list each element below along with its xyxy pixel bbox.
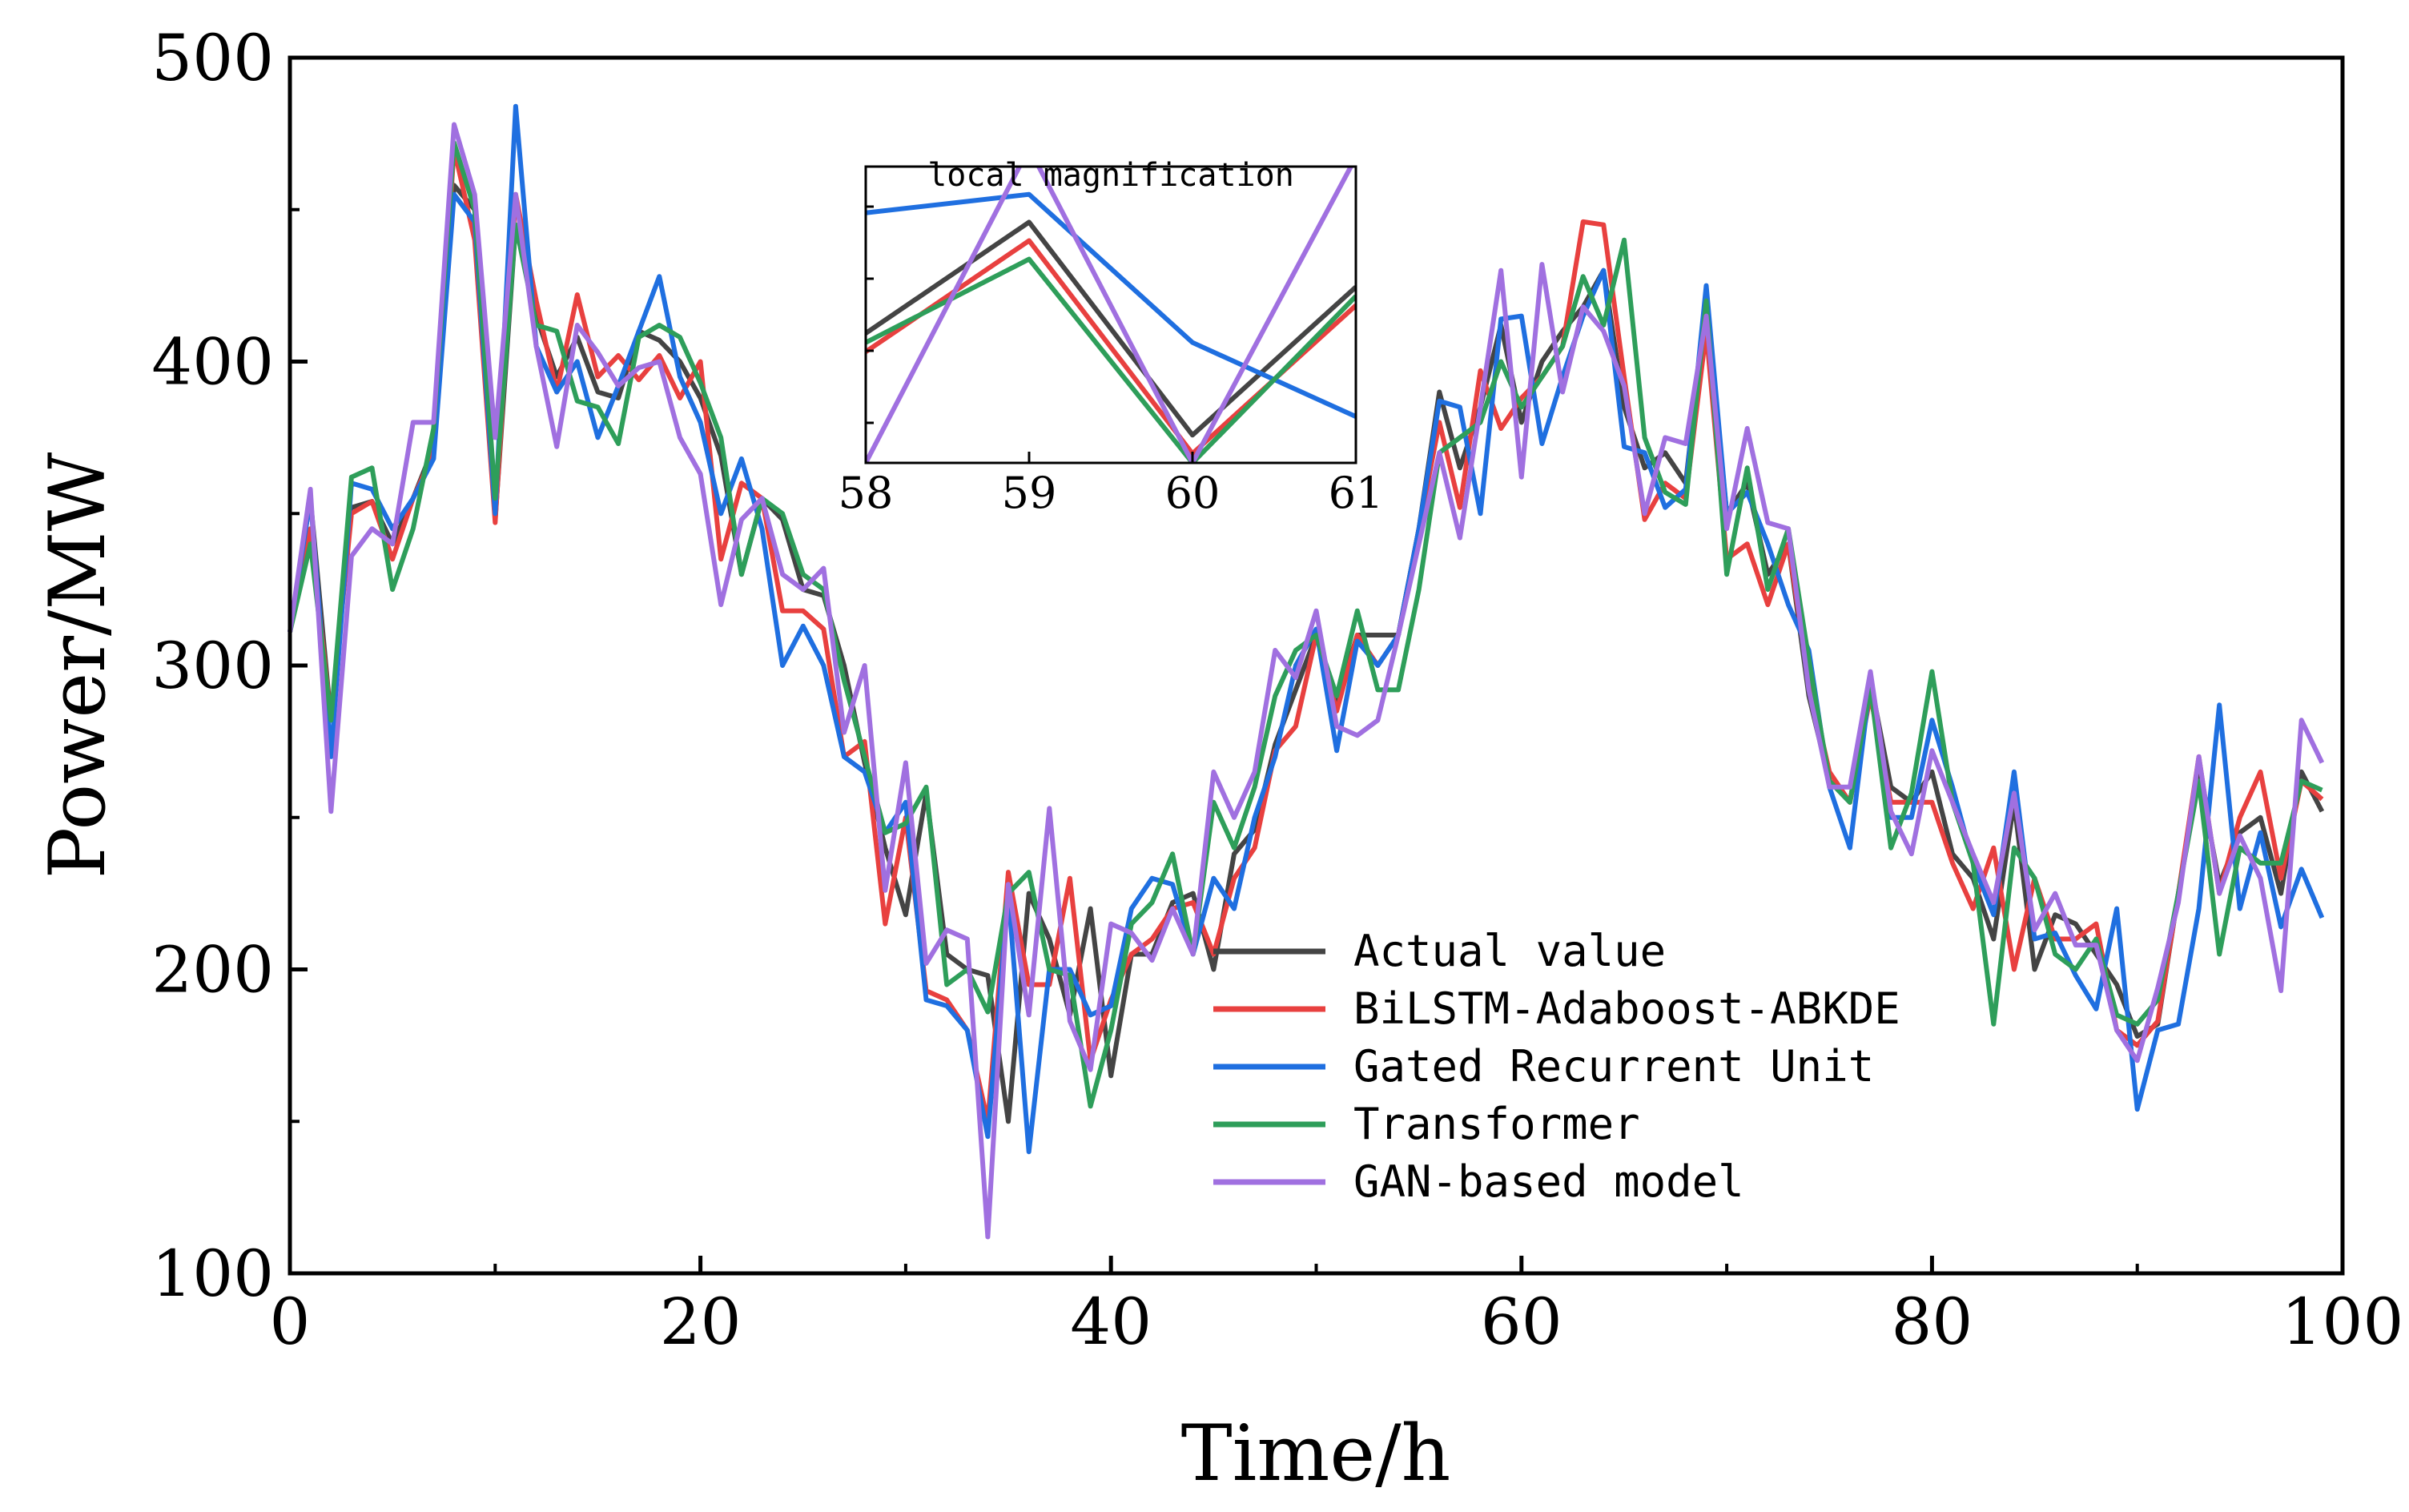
y-axis-label: Power/MW xyxy=(33,452,123,879)
x-tick-label: 60 xyxy=(1481,1285,1562,1359)
y-tick-label: 400 xyxy=(151,325,274,400)
series-layer xyxy=(288,103,2325,1240)
legend-label-gated-recurrent-unit: Gated Recurrent Unit xyxy=(1353,1041,1874,1092)
y-tick-label: 100 xyxy=(151,1237,274,1311)
inset-x-tick-label: 58 xyxy=(839,468,894,518)
inset-x-tick-label: 59 xyxy=(1002,468,1057,518)
inset-frame xyxy=(864,165,1357,464)
x-tick-label: 40 xyxy=(1070,1285,1152,1359)
inset-series-line-gan-based-model xyxy=(866,167,1354,463)
inset-series-line-actual-value xyxy=(866,219,1356,438)
inset-x-tick-label: 61 xyxy=(1329,468,1384,518)
inset-local-magnification: local magnification 58 59 60 61 xyxy=(839,157,1384,518)
legend: Actual value BiLSTM-Adaboost-ABKDE Gated R… xyxy=(1213,926,1900,1207)
x-tick-label: 80 xyxy=(1892,1285,1973,1359)
series-line-gan-based-model xyxy=(288,122,2325,1240)
legend-label-transformer: Transformer xyxy=(1353,1099,1640,1149)
y-tick-label: 500 xyxy=(151,21,274,95)
inset-x-tick-label: 60 xyxy=(1165,468,1221,518)
legend-label-bilstm-adaboost-abkde: BiLSTM-Adaboost-ABKDE xyxy=(1353,983,1900,1034)
inset-title: local magnification xyxy=(927,157,1294,194)
inset-series-layer xyxy=(866,167,1356,463)
x-tick-label: 0 xyxy=(270,1285,311,1359)
inset-axis: 58 59 60 61 xyxy=(839,205,1384,518)
x-tick-label: 20 xyxy=(660,1285,742,1359)
inset-background xyxy=(866,167,1356,463)
x-axis-label: Time/h xyxy=(1181,1409,1451,1498)
x-tick-label: 100 xyxy=(2282,1285,2404,1359)
y-tick-label: 200 xyxy=(151,933,274,1007)
axis-layer: 0 20 40 60 80 100 100 200 300 400 500 xyxy=(151,21,2403,1359)
legend-label-actual-value: Actual value xyxy=(1353,926,1666,976)
y-tick-label: 300 xyxy=(151,629,274,703)
legend-label-gan-based-model: GAN-based model xyxy=(1353,1156,1744,1207)
